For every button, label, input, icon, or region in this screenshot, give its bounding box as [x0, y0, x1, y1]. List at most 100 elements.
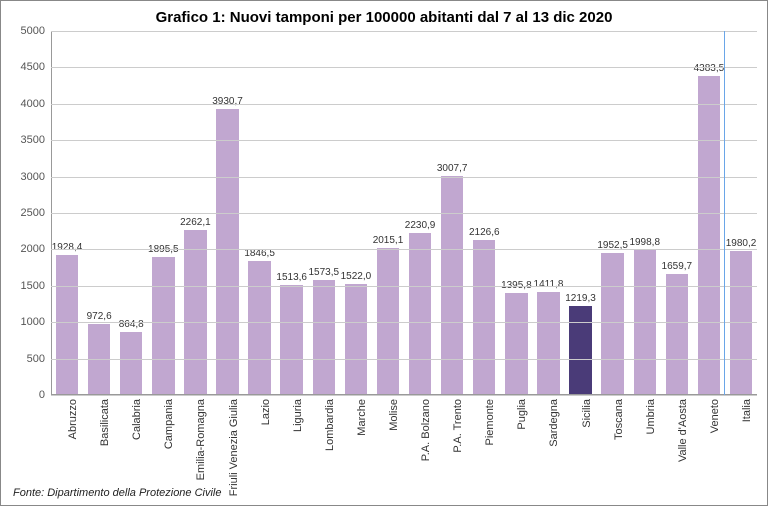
bar-value-label: 1513,6	[276, 272, 307, 283]
x-label-slot: Campania	[147, 395, 179, 483]
bar	[120, 332, 142, 395]
x-label-slot: Friuli Venezia Giulia	[211, 395, 243, 483]
chart-source: Fonte: Dipartimento della Protezione Civ…	[13, 487, 222, 499]
bar	[313, 280, 335, 395]
bar-value-label: 1659,7	[662, 261, 693, 272]
x-axis-label: Molise	[388, 399, 400, 431]
bar	[473, 240, 495, 395]
x-label-slot: Umbria	[629, 395, 661, 483]
bar-value-label: 3930,7	[212, 96, 243, 107]
bar	[56, 255, 78, 395]
y-axis-tick-label: 500	[27, 353, 51, 365]
x-label-slot: Molise	[372, 395, 404, 483]
x-axis-label: Calabria	[131, 399, 143, 440]
x-axis-label: Marche	[356, 399, 368, 436]
x-axis-label: Sardegna	[548, 399, 560, 447]
bar	[505, 293, 527, 395]
x-axis-label: Umbria	[645, 399, 657, 434]
x-label-slot: Lombardia	[308, 395, 340, 483]
bar-value-label: 1573,5	[309, 267, 340, 278]
bar	[248, 261, 270, 395]
plot-area: 1928,4972,6864,81895,52262,13930,71846,5…	[51, 31, 757, 395]
bar	[88, 324, 110, 395]
bar	[601, 253, 623, 395]
bar-value-label: 2126,6	[469, 227, 500, 238]
x-label-slot: Valle d'Aosta	[661, 395, 693, 483]
grid-line	[51, 104, 757, 105]
y-axis-tick-label: 4000	[21, 98, 51, 110]
bar	[345, 284, 367, 395]
x-axis-label: Toscana	[613, 399, 625, 440]
x-label-slot: Italia	[725, 395, 757, 483]
bar-value-label: 1980,2	[726, 238, 757, 249]
x-label-slot: Basilicata	[83, 395, 115, 483]
x-labels-row: Abruzzo Basilicata Calabria Campania Emilia-…	[51, 395, 757, 483]
y-axis-tick-label: 2000	[21, 243, 51, 255]
bar-value-label: 4383,5	[694, 63, 725, 74]
x-axis-label: Sicilia	[581, 399, 593, 428]
bar	[666, 274, 688, 395]
x-label-slot: P.A. Bolzano	[404, 395, 436, 483]
x-axis-label: Piemonte	[484, 399, 496, 445]
x-label-slot: Emilia-Romagna	[179, 395, 211, 483]
bar-value-label: 864,8	[119, 319, 144, 330]
bar-value-label: 1219,3	[565, 293, 596, 304]
bar	[152, 257, 174, 395]
grid-line	[51, 359, 757, 360]
y-axis-tick-label: 1000	[21, 316, 51, 328]
x-label-slot: P.A. Trento	[436, 395, 468, 483]
y-axis-tick-label: 0	[39, 389, 51, 401]
y-axis-tick-label: 4500	[21, 61, 51, 73]
x-label-slot: Calabria	[115, 395, 147, 483]
bar-value-label: 2015,1	[373, 235, 404, 246]
x-label-slot: Puglia	[500, 395, 532, 483]
grid-line	[51, 31, 757, 32]
grid-line	[51, 140, 757, 141]
x-axis-label: Valle d'Aosta	[677, 399, 689, 462]
x-axis-label: Campania	[163, 399, 175, 449]
grid-line	[51, 177, 757, 178]
bar-value-label: 2230,9	[405, 220, 436, 231]
grid-line	[51, 322, 757, 323]
chart-title: Grafico 1: Nuovi tamponi per 100000 abit…	[1, 1, 767, 30]
x-axis-label: Veneto	[709, 399, 721, 433]
y-axis-tick-label: 1500	[21, 280, 51, 292]
bar	[280, 285, 302, 395]
x-axis-label: Lombardia	[324, 399, 336, 451]
x-axis-label: Abruzzo	[67, 399, 79, 439]
bar	[184, 230, 206, 395]
bar-value-label: 3007,7	[437, 163, 468, 174]
bar	[216, 109, 238, 395]
x-axis-label: Basilicata	[99, 399, 111, 446]
bar	[698, 76, 720, 395]
bar-value-label: 972,6	[87, 311, 112, 322]
x-axis-label: P.A. Bolzano	[420, 399, 432, 461]
x-label-slot: Sardegna	[532, 395, 564, 483]
x-label-slot: Sicilia	[565, 395, 597, 483]
grid-line	[51, 213, 757, 214]
grid-line	[51, 286, 757, 287]
grid-line	[51, 67, 757, 68]
x-axis-label: Italia	[741, 399, 753, 422]
bar	[537, 292, 559, 395]
x-axis-label: P.A. Trento	[452, 399, 464, 453]
x-axis-label: Lazio	[260, 399, 272, 425]
x-axis-label: Liguria	[292, 399, 304, 432]
bar-value-label: 1928,4	[52, 242, 83, 253]
x-axis-label: Puglia	[516, 399, 528, 430]
bar-value-label: 2262,1	[180, 217, 211, 228]
y-axis-tick-label: 3000	[21, 171, 51, 183]
separator-line	[724, 31, 725, 395]
bar	[569, 306, 591, 395]
grid-line	[51, 249, 757, 250]
x-label-slot: Marche	[340, 395, 372, 483]
x-axis-label: Friuli Venezia Giulia	[228, 399, 240, 496]
x-label-slot: Piemonte	[468, 395, 500, 483]
x-label-slot: Veneto	[693, 395, 725, 483]
bar-value-label: 1522,0	[341, 271, 372, 282]
chart-container: Grafico 1: Nuovi tamponi per 100000 abit…	[0, 0, 768, 506]
x-label-slot: Liguria	[276, 395, 308, 483]
bar-value-label: 1411,8	[534, 279, 564, 290]
x-label-slot: Toscana	[597, 395, 629, 483]
x-label-slot: Abruzzo	[51, 395, 83, 483]
